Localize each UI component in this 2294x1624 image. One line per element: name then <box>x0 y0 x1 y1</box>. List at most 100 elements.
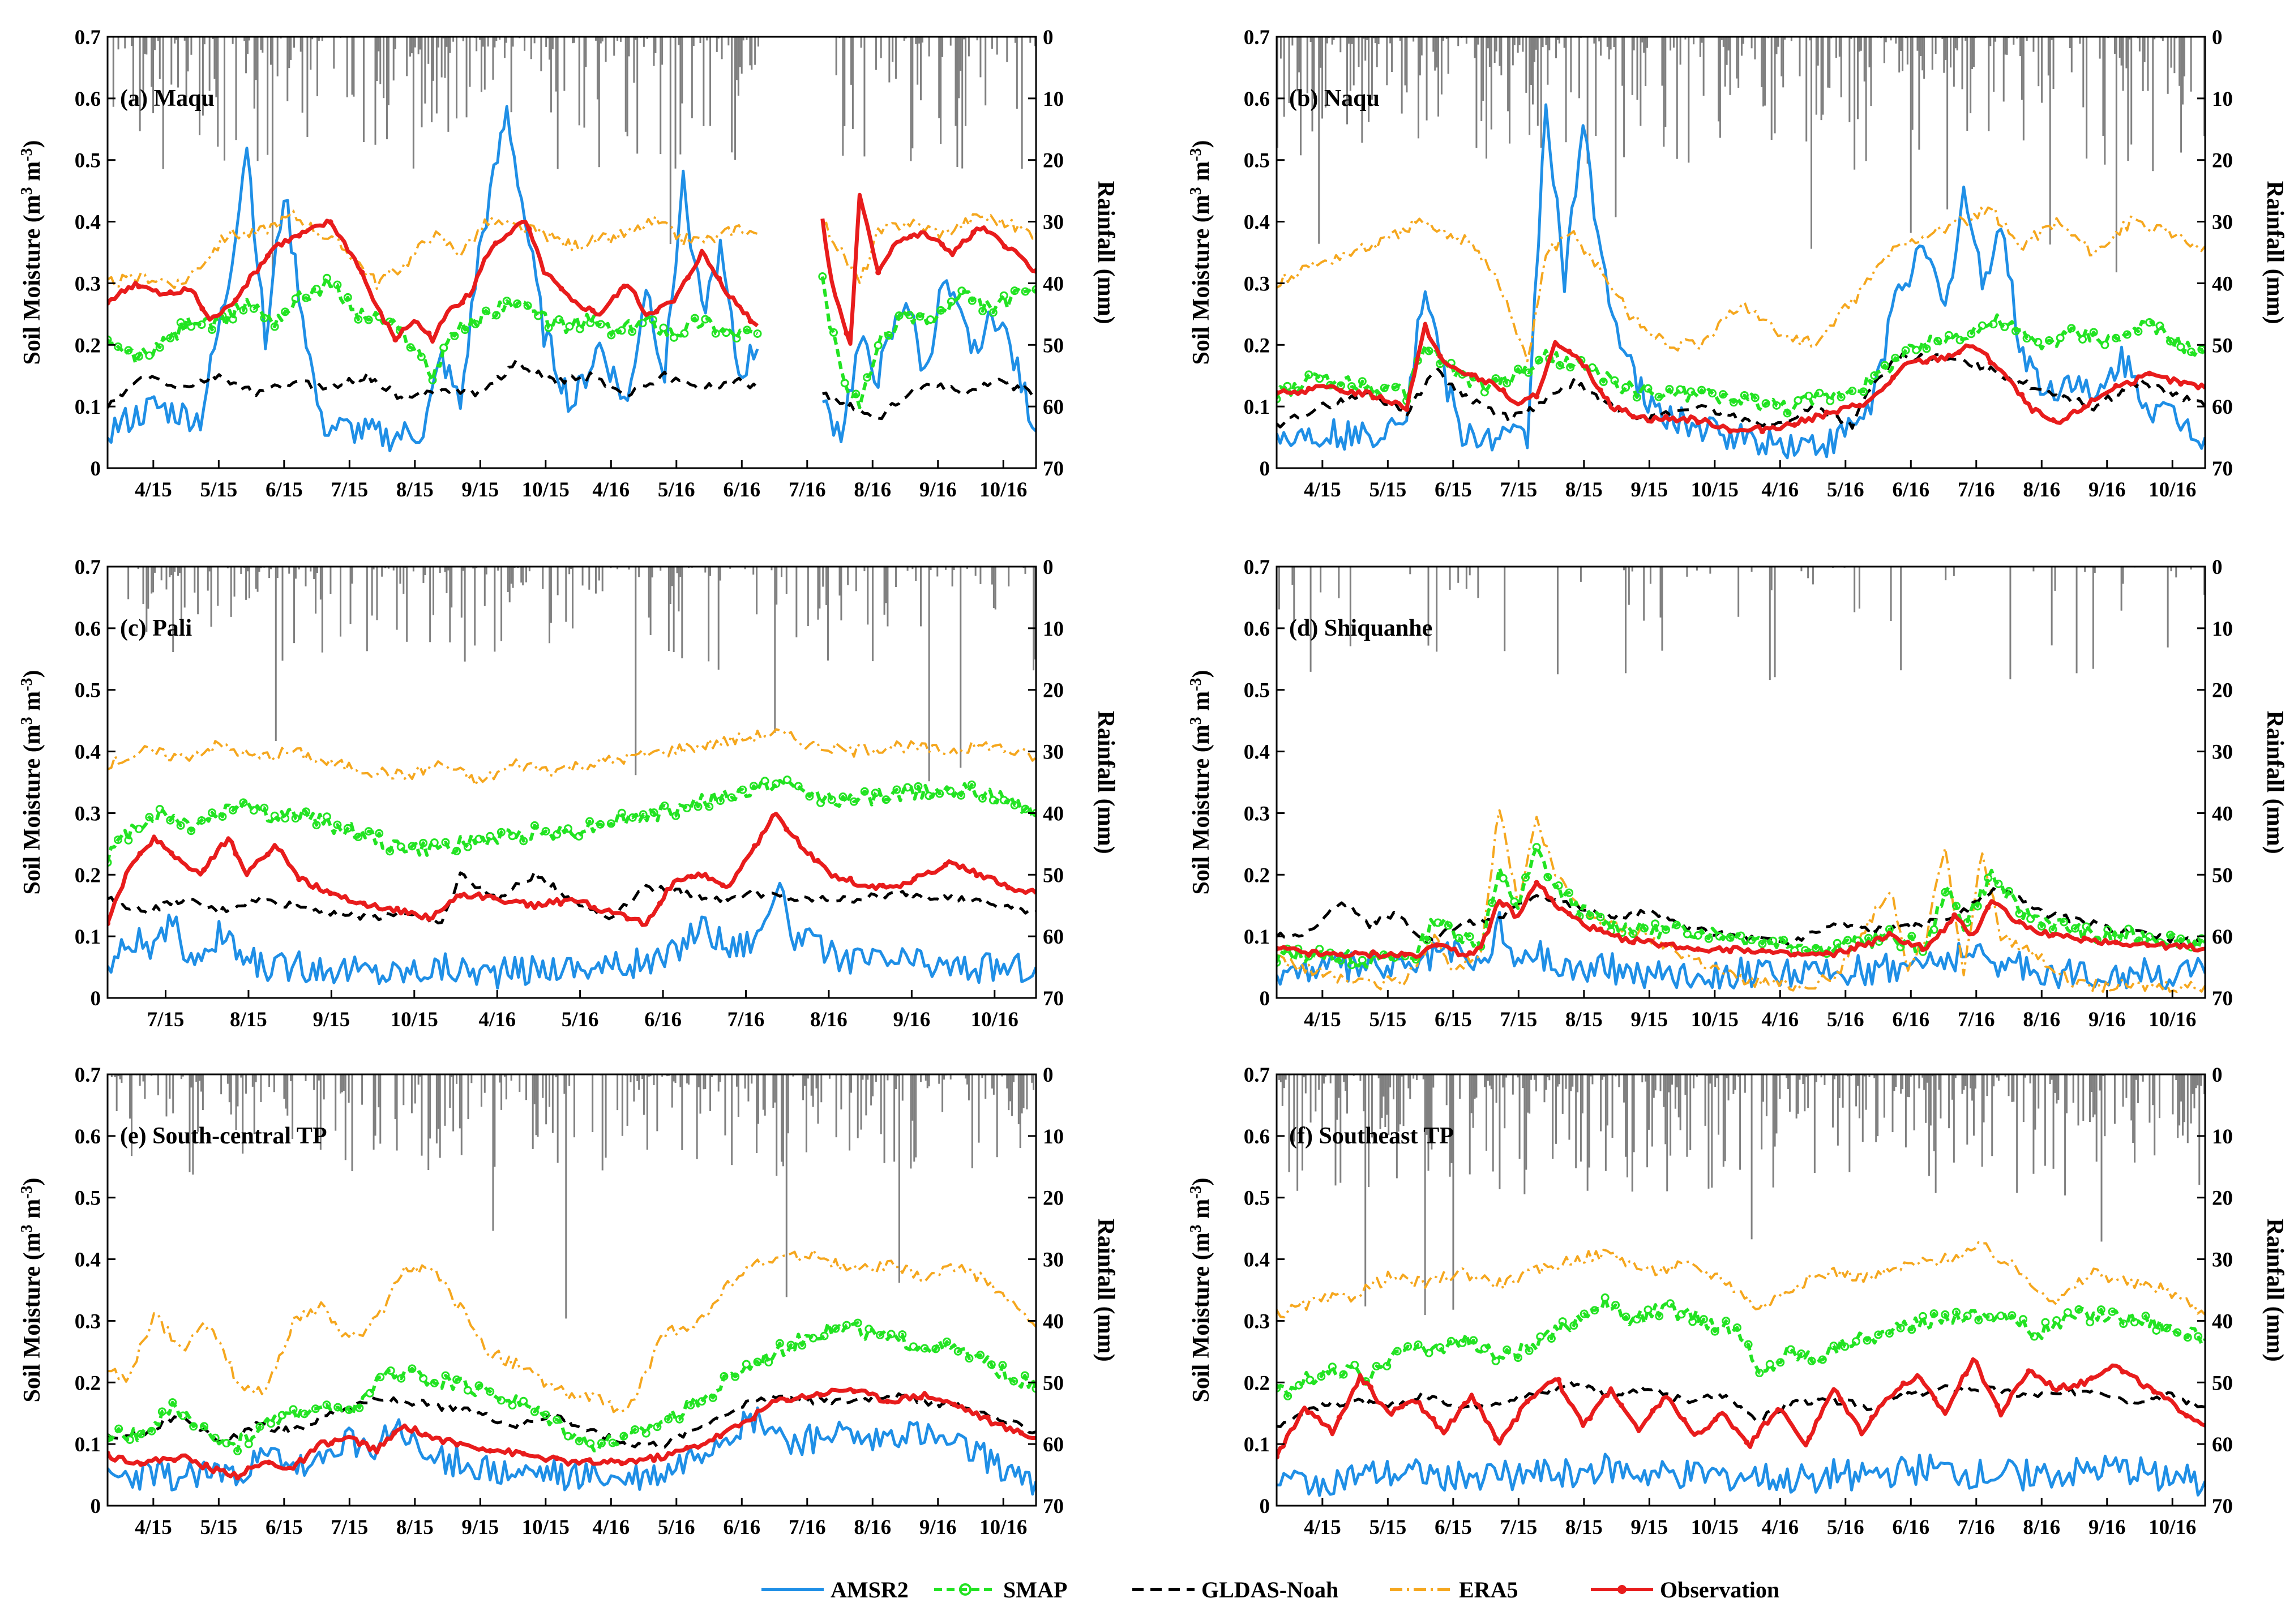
series-marker-smap <box>701 315 710 324</box>
rainfall-bar <box>1465 37 1467 44</box>
series-marker-smap <box>1829 1342 1838 1351</box>
rainfall-bar <box>585 37 587 67</box>
series-marker-smap <box>1306 1376 1315 1385</box>
series-marker-smap <box>1543 872 1552 881</box>
rainfall-bar <box>941 1074 944 1112</box>
series-marker-smap <box>829 328 838 337</box>
rainfall-bar <box>313 1074 315 1090</box>
rainfall-bar <box>653 1074 655 1086</box>
x-tick-label: 9/15 <box>313 1008 350 1031</box>
x-tick-label: 5/15 <box>1369 1008 1406 1031</box>
series-marker-smap <box>935 789 944 798</box>
rainfall-bar <box>373 1074 375 1150</box>
rainfall-bar <box>1339 1074 1342 1183</box>
rainfall-bar <box>1334 1074 1337 1186</box>
rainfall-bar <box>1811 37 1812 249</box>
rainfall-bar <box>2193 1074 2195 1109</box>
series-marker-smap <box>875 1330 884 1339</box>
rainfall-bar <box>437 37 439 48</box>
series-marker-smap <box>617 808 626 817</box>
rainfall-bar <box>1838 1074 1841 1098</box>
rainfall-bar <box>1877 1074 1879 1137</box>
rainfall-bar <box>774 567 776 733</box>
rainfall-bar <box>1602 1074 1603 1080</box>
y-axis-label-superscript: -3 <box>18 678 36 691</box>
rainfall-bar <box>555 37 557 92</box>
x-tick-label: 4/16 <box>1761 1516 1799 1539</box>
series-marker-smap <box>926 315 935 324</box>
rainfall-bar <box>2135 1074 2137 1080</box>
rainfall-bar <box>1288 37 1290 104</box>
rainfall-bar <box>1693 1074 1695 1089</box>
rainfall-bar <box>660 567 662 571</box>
series-marker-smap <box>1590 1306 1599 1315</box>
rainfall-bar <box>1729 37 1731 95</box>
rainfall-bar <box>595 567 597 594</box>
series-marker-smap <box>1885 1329 1894 1338</box>
series-marker-smap <box>1277 1383 1281 1392</box>
series-marker-smap <box>452 1375 461 1384</box>
x-tick-label: 4/15 <box>1304 1516 1341 1539</box>
rainfall-bar <box>1646 37 1649 48</box>
rainfall-bar <box>349 567 352 624</box>
series-marker-smap <box>1851 1337 1860 1346</box>
rainfall-bar <box>613 37 615 56</box>
rainfall-bar <box>739 37 741 67</box>
rainfall-bar <box>2175 1074 2177 1080</box>
rainfall-bar <box>2056 1074 2058 1104</box>
series-marker-observation <box>1650 1408 1656 1414</box>
rainfall-bar <box>930 567 932 570</box>
y-axis-label-part: m <box>1188 1199 1214 1225</box>
y-tick-label: 0.3 <box>1244 802 1270 825</box>
rainfall-bar <box>1718 37 1719 122</box>
rainfall-bar <box>1973 37 1975 67</box>
series-marker-observation <box>943 862 949 868</box>
rainfall-bar <box>635 567 637 775</box>
rainfall-bar <box>1440 37 1443 95</box>
rainfall-bar <box>1338 567 1340 598</box>
rainfall-bar <box>605 1074 607 1158</box>
rainfall-bar <box>805 1074 807 1152</box>
rainfall-bar <box>1890 567 1892 622</box>
rainfall-bar <box>2094 567 2096 573</box>
rainfall-bar <box>863 567 866 572</box>
series-marker-smap <box>281 307 290 316</box>
series-marker-observation <box>558 285 564 292</box>
rainfall-bar <box>1718 1074 1719 1135</box>
rainfall-bar <box>1974 1074 1976 1089</box>
series-marker-observation <box>2057 1385 2063 1391</box>
x-tick-label: 9/15 <box>1630 1516 1668 1539</box>
rainfall-bar <box>444 567 446 572</box>
series-marker-observation <box>1433 942 1440 948</box>
series-marker-observation <box>587 1457 593 1463</box>
series-marker-observation <box>426 916 432 922</box>
rainfall-bar <box>549 37 550 60</box>
x-tick-label: 5/16 <box>658 478 695 502</box>
rainfall-bar <box>419 37 421 50</box>
series-line-smap <box>1277 1296 2205 1398</box>
rainfall-bar <box>1854 567 1856 612</box>
series-marker-observation <box>426 330 432 336</box>
rainfall-bar <box>429 567 431 642</box>
rainfall-bar <box>200 1074 202 1092</box>
series-marker-smap <box>1446 1336 1456 1346</box>
rainfall-bar <box>1670 1074 1672 1156</box>
series-marker-observation <box>2146 370 2152 376</box>
rainfall-bar <box>131 1074 132 1156</box>
series-marker-smap <box>1503 379 1512 388</box>
rainfall-bar <box>142 1074 144 1082</box>
rainfall-bar <box>1465 567 1467 589</box>
rainfall-bar <box>1741 37 1743 56</box>
series-marker-smap <box>1683 929 1692 939</box>
series-marker-observation <box>1856 402 1863 409</box>
series-marker-smap <box>1621 383 1630 392</box>
rainfall-bar <box>842 37 844 156</box>
rainfall-bar <box>170 567 173 576</box>
rainfall-bar <box>2159 1074 2160 1119</box>
rainfall-bar <box>2029 1074 2031 1083</box>
series-marker-smap <box>541 826 550 835</box>
series-marker-smap <box>1880 361 1889 370</box>
rainfall-bar <box>427 37 430 64</box>
rainfall-bar <box>396 1074 398 1151</box>
